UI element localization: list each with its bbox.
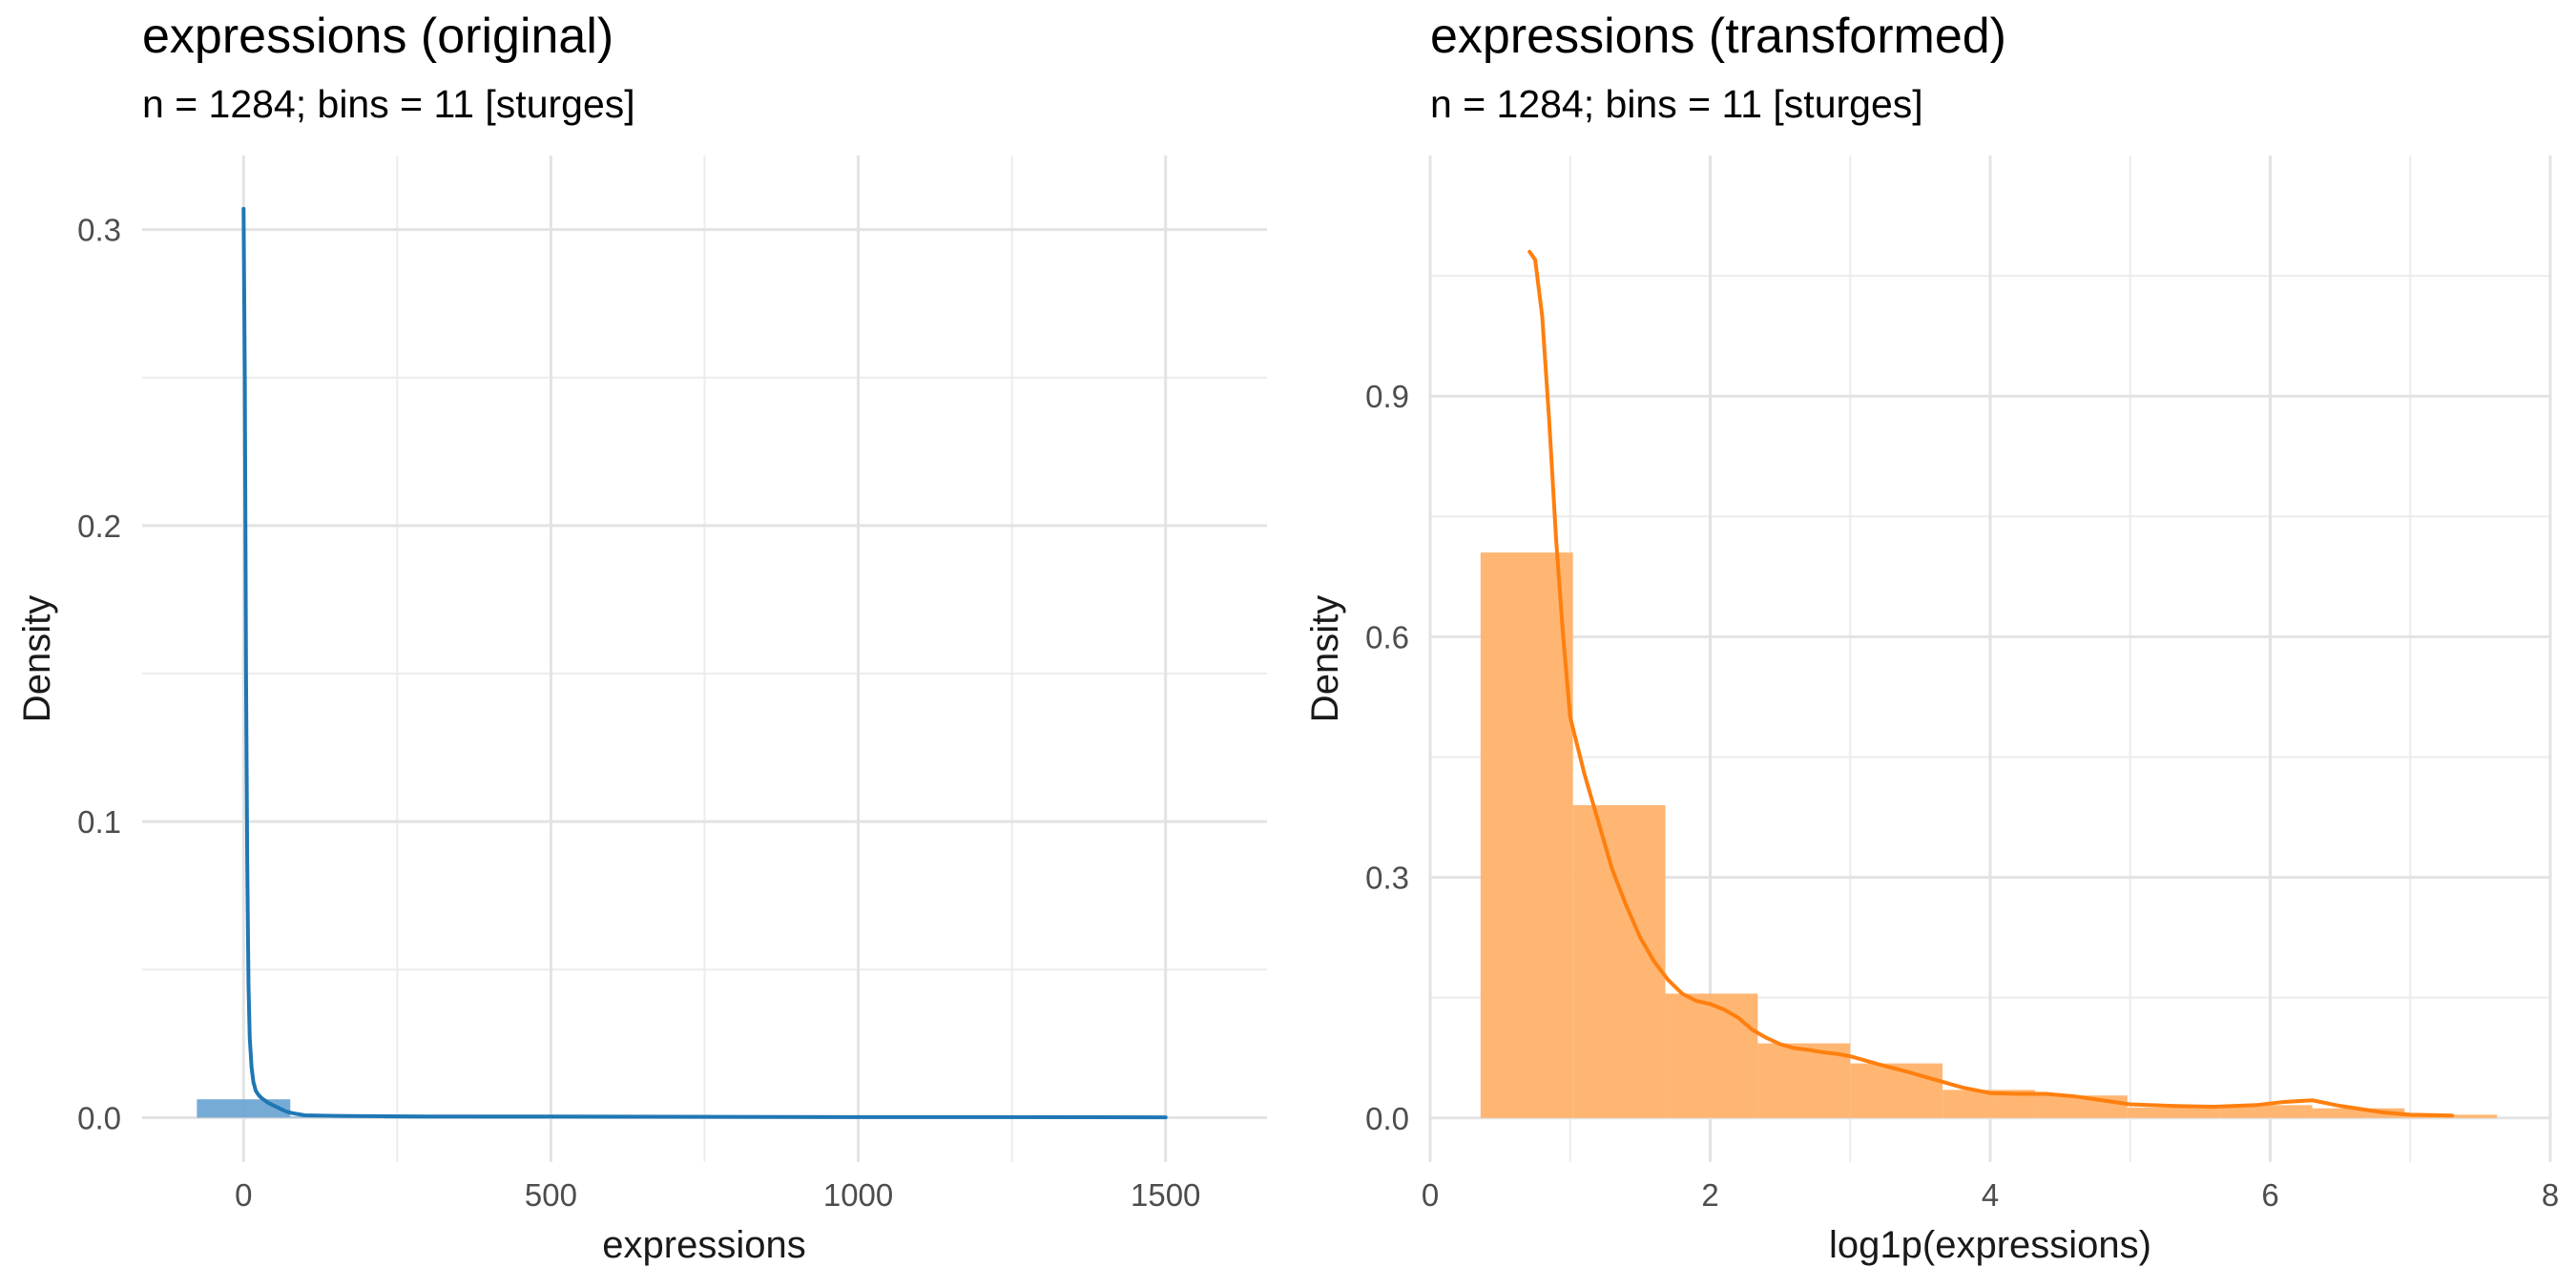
y-tick-label: 0.0 [77,1100,121,1135]
chart-title: expressions (transformed) [1430,9,2006,64]
histogram-bar [2219,1105,2313,1118]
chart-title: expressions (original) [142,9,614,64]
y-axis-label: Density [16,595,58,722]
x-axis-label: expressions [602,1224,805,1266]
x-tick-label: 2 [1701,1177,1718,1213]
y-axis-label: Density [1304,595,1346,722]
grid [142,156,1267,1162]
x-tick-label: 8 [2542,1177,2559,1213]
left-chart-panel: expressions (original) n = 1284; bins = … [16,9,1267,1266]
y-tick-label: 0.1 [77,804,121,840]
x-tick-label: 500 [525,1177,577,1213]
right-density-histogram: 0 2 4 6 8 0.0 0.3 0.6 0.9 log1p(expressions) Densi… [1304,156,2559,1266]
x-tick-label: 4 [1982,1177,1999,1213]
histogram-bar [2127,1107,2220,1118]
x-tick-label: 0 [235,1177,252,1213]
y-tick-label: 0.3 [77,213,121,248]
y-tick-label: 0.6 [1365,619,1409,654]
y-tick-label: 0.3 [1365,861,1409,896]
left-density-histogram: 0 500 1000 1500 0.0 0.1 0.2 0.3 expressions Densi… [16,156,1267,1266]
histogram-bar [2312,1108,2405,1118]
histogram-bar [1850,1063,1943,1118]
histogram-bars [1480,552,2498,1118]
density-curve [241,206,1168,1120]
y-tick-label: 0.2 [77,509,121,544]
x-tick-label: 6 [2261,1177,2278,1213]
histogram-bar [1665,993,1758,1118]
density-curve [1527,249,2455,1118]
chart-subtitle: n = 1284; bins = 11 [sturges] [1430,82,1923,126]
right-chart-panel: expressions (transformed) n = 1284; bins… [1288,0,2576,1288]
histogram-bar [1480,552,1573,1118]
y-tick-label: 0.9 [1365,379,1409,414]
histogram-bar [1757,1043,1851,1118]
y-tick-label: 0.0 [1365,1101,1409,1136]
histogram-bar [1572,804,1666,1118]
x-axis-label: log1p(expressions) [1829,1224,2151,1266]
x-tick-label: 0 [1422,1177,1439,1213]
x-tick-label: 1000 [823,1177,893,1213]
chart-subtitle: n = 1284; bins = 11 [sturges] [142,82,635,126]
x-tick-label: 1500 [1131,1177,1200,1213]
